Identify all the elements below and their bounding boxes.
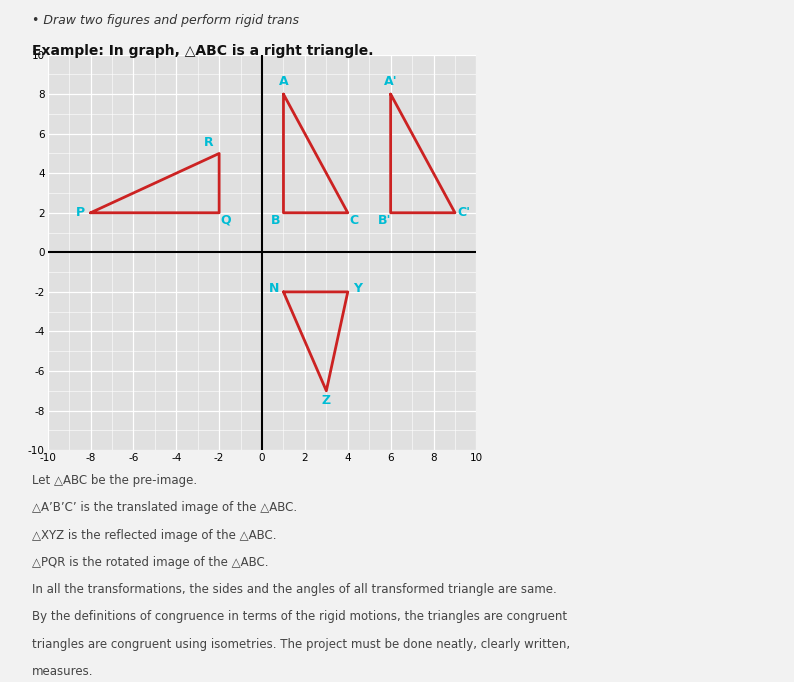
Text: R: R xyxy=(203,136,214,149)
Text: △PQR is the rotated image of the △ABC.: △PQR is the rotated image of the △ABC. xyxy=(32,556,268,569)
Text: B': B' xyxy=(377,213,391,226)
Text: Z: Z xyxy=(322,394,331,406)
Text: △XYZ is the reflected image of the △ABC.: △XYZ is the reflected image of the △ABC. xyxy=(32,529,276,542)
Text: △A’B’C’ is the translated image of the △ABC.: △A’B’C’ is the translated image of the △… xyxy=(32,501,297,514)
Text: In all the transformations, the sides and the angles of all transformed triangle: In all the transformations, the sides an… xyxy=(32,583,557,596)
Text: A: A xyxy=(279,75,288,88)
Text: C': C' xyxy=(457,206,470,219)
Text: Q: Q xyxy=(220,213,231,226)
Text: measures.: measures. xyxy=(32,665,93,678)
Text: Example: In graph, △ABC is a right triangle.: Example: In graph, △ABC is a right trian… xyxy=(32,44,373,59)
Text: Let △ABC be the pre-image.: Let △ABC be the pre-image. xyxy=(32,474,197,487)
Text: A': A' xyxy=(384,75,398,88)
Text: P: P xyxy=(76,206,86,219)
Text: triangles are congruent using isometries. The project must be done neatly, clear: triangles are congruent using isometries… xyxy=(32,638,570,651)
Text: B: B xyxy=(272,213,281,226)
Text: Y: Y xyxy=(353,282,362,295)
Text: N: N xyxy=(268,282,279,295)
Text: • Draw two figures and perform rigid trans: • Draw two figures and perform rigid tra… xyxy=(32,14,299,27)
Text: By the definitions of congruence in terms of the rigid motions, the triangles ar: By the definitions of congruence in term… xyxy=(32,610,567,623)
Text: C: C xyxy=(349,213,359,226)
